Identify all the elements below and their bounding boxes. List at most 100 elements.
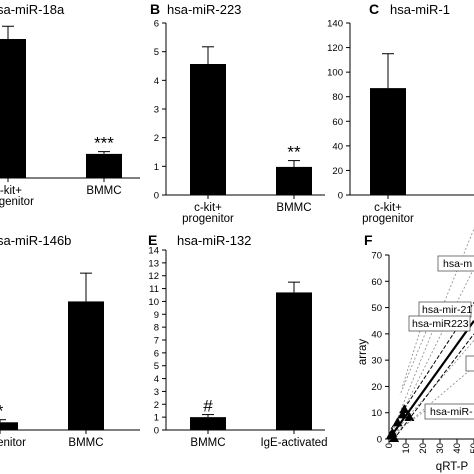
x-category-label: progenitor (362, 213, 414, 225)
data-point (389, 433, 400, 442)
panel-title: sa-miR-18a (0, 2, 65, 17)
y-tick-label: 5 (154, 47, 159, 58)
panel-letter: C (369, 1, 379, 17)
panel-letter: F (364, 232, 373, 248)
x-category-label: progenitor (0, 437, 26, 449)
y-tick-label: 80 (332, 92, 343, 103)
y-tick-label: 1 (154, 413, 159, 424)
point-label: hsa-miR- (430, 406, 473, 418)
data-point (399, 404, 410, 414)
x-tick-label: 0 (384, 443, 395, 448)
y-tick-label: 13 (148, 258, 159, 269)
y-tick-label: 60 (371, 277, 382, 288)
fit-line (388, 320, 474, 440)
bar (370, 88, 406, 195)
y-tick-label: 12 (148, 271, 159, 282)
y-tick-label: 1 (154, 162, 159, 173)
panel-d: sa-miR-146b progenitor * BMMC (0, 233, 140, 449)
panel-a: sa-miR-18a c-kit+progenitor BMMC *** (0, 2, 140, 208)
y-tick-label: 0 (377, 435, 382, 446)
y-tick-label: 6 (154, 19, 159, 30)
data-point (392, 417, 403, 427)
significance-mark: ** (287, 143, 301, 162)
leader-line (401, 330, 421, 389)
y-tick-label: 140 (327, 19, 343, 30)
panel-title: hsa-miR-1 (390, 2, 450, 17)
x-category-label: c-kit+ (374, 202, 402, 214)
y-tick-label: 8 (154, 323, 159, 334)
y-tick-label: 4 (154, 374, 159, 385)
bar (276, 166, 312, 195)
x-tick-label: 30 (435, 443, 446, 454)
point-label: hsa-m (443, 258, 472, 270)
x-category-label: progenitor (182, 213, 234, 225)
significance-mark: * (0, 402, 4, 421)
panel-title: sa-miR-146b (0, 233, 71, 248)
y-tick-label: 2 (154, 133, 159, 144)
significance-mark: *** (94, 134, 114, 153)
confidence-line (388, 366, 474, 440)
y-tick-label: 2 (154, 400, 159, 411)
x-tick-label: 10 (401, 443, 412, 454)
x-tick-label: 20 (418, 443, 429, 454)
point-label: hsa-miR223 (412, 318, 469, 330)
x-category-label: progenitor (0, 196, 34, 208)
bar (276, 292, 312, 430)
y-tick-label: 20 (371, 382, 382, 393)
x-tick-label: 40 (452, 443, 463, 454)
y-tick-label: 14 (148, 246, 159, 257)
y-tick-label: 10 (148, 297, 159, 308)
panel-letter: B (150, 1, 160, 17)
y-tick-label: 40 (332, 141, 343, 152)
x-category-label: BMMC (68, 437, 103, 449)
y-tick-label: 4 (154, 76, 159, 87)
x-tick-label: 50 (469, 443, 474, 454)
bar (68, 301, 104, 430)
x-category-label: IgE-activated (260, 437, 327, 449)
x-category-label: BMMC (86, 185, 121, 197)
label-box (437, 255, 474, 272)
panel-f: F 0 10 20 30 40 50 60 70 0 10 20 30 40 50 array qRT-P hsa… (357, 228, 474, 473)
y-tick-label: 3 (154, 387, 159, 398)
y-tick-label: 3 (154, 105, 159, 116)
label-box (465, 355, 474, 372)
y-tick-label: 40 (371, 329, 382, 340)
significance-mark: # (203, 397, 213, 416)
y-tick-label: 100 (327, 68, 343, 79)
y-tick-label: 7 (154, 336, 159, 347)
label-box (408, 315, 471, 332)
y-tick-label: 0 (338, 191, 343, 202)
y-tick-label: 70 (371, 251, 382, 262)
y-tick-label: 10 (371, 408, 382, 419)
y-tick-label: 20 (332, 166, 343, 177)
y-axis-label: array (357, 339, 369, 365)
y-tick-label: 120 (327, 43, 343, 54)
y-tick-label: 9 (154, 310, 159, 321)
y-tick-label: 30 (371, 356, 382, 367)
x-axis-label: qRT-P (436, 461, 469, 473)
y-tick-label: 60 (332, 117, 343, 128)
x-category-label: c-kit+ (194, 202, 222, 214)
bar (0, 422, 18, 430)
x-category-label: c-kit+ (0, 185, 22, 197)
bar (0, 39, 26, 178)
panel-letter: E (148, 232, 157, 248)
data-point (404, 411, 415, 421)
panel-title: hsa-miR-223 (167, 2, 241, 17)
y-tick-label: 11 (149, 284, 159, 295)
y-tick-label: 5 (154, 361, 159, 372)
y-tick-label: 50 (371, 303, 382, 314)
bar (86, 153, 122, 178)
y-tick-label: 0 (154, 191, 159, 202)
panel-title: hsa-miR-132 (177, 233, 251, 248)
bar (190, 63, 226, 195)
x-category-label: BMMC (276, 202, 311, 214)
bar (190, 417, 226, 430)
x-category-label: BMMC (190, 437, 225, 449)
point-label: hsa-mir-21 (422, 304, 472, 316)
y-tick-label: 6 (154, 348, 159, 359)
label-box (424, 403, 474, 420)
